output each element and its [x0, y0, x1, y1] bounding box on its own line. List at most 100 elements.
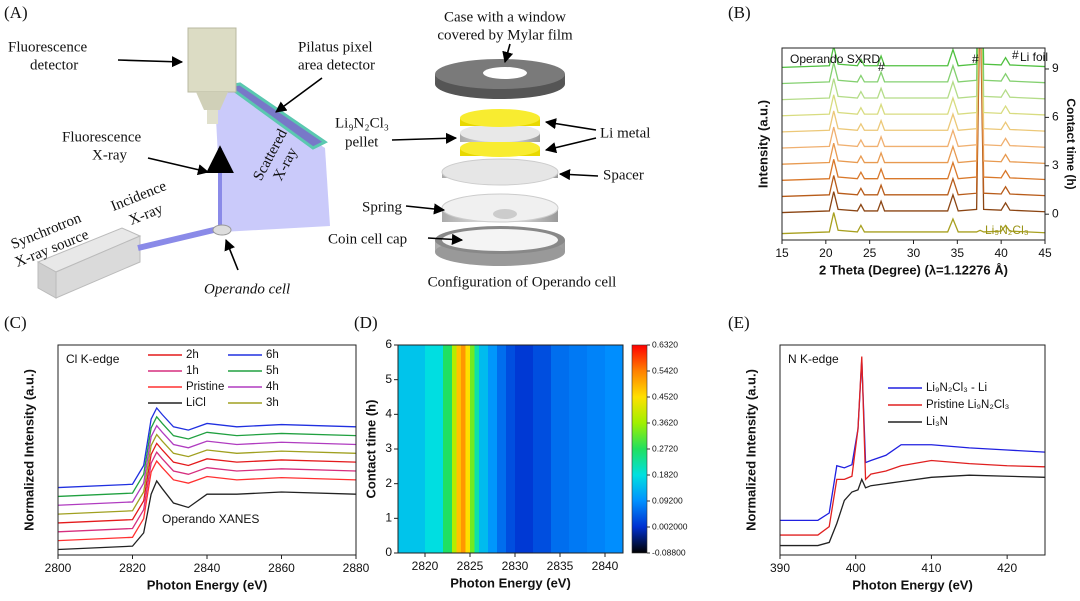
series-line — [58, 459, 356, 542]
annotation: N K-edge — [788, 352, 839, 366]
legend-label: Pristine Li₉N₂Cl₃ — [926, 399, 1010, 411]
x-tick-label: 2825 — [457, 559, 484, 573]
y-tick-label: 6 — [385, 337, 392, 351]
plot-area — [398, 345, 623, 553]
legend-label: 2h — [186, 349, 199, 361]
x-tick-label: 410 — [921, 561, 941, 575]
y-axis-label: Intensity (a.u.) — [755, 100, 770, 188]
legend-label: LiCl — [186, 397, 206, 409]
label: Operando cell — [204, 281, 290, 297]
label: covered by Mylar film — [437, 27, 573, 43]
legend-label: 6h — [266, 349, 279, 361]
series-line — [780, 474, 1045, 547]
heat-cell — [443, 345, 453, 553]
heat-cell — [506, 345, 516, 553]
arrow — [147, 157, 210, 176]
annotation: Li₉N₂Cl₃ — [985, 223, 1029, 237]
label: Spring — [362, 199, 403, 215]
scattered-cone — [215, 88, 330, 232]
legend-label: 1h — [186, 365, 199, 377]
series-line — [780, 356, 1045, 536]
label: Spacer — [603, 167, 644, 183]
label: X-ray — [92, 147, 127, 163]
fluorescence-detector — [187, 27, 237, 93]
incident-beam — [137, 226, 219, 251]
x-axis-label: Photon Energy (eV) — [147, 577, 268, 592]
source-side — [55, 235, 141, 299]
y2-axis-label: Contact time (h) — [1064, 98, 1078, 189]
label: Coin cell cap — [328, 231, 407, 247]
heat-cell — [479, 345, 489, 553]
x-tick-label: 2835 — [547, 559, 574, 573]
arrow — [405, 203, 446, 215]
annotation: Operando SXRD — [790, 52, 880, 66]
series-line — [782, 48, 1045, 214]
annotation: Cl K-edge — [66, 352, 120, 366]
series-line — [782, 48, 1045, 69]
annotation: # — [972, 52, 979, 66]
series-line — [58, 415, 356, 498]
heat-cell — [398, 345, 426, 553]
series-line — [782, 48, 1045, 181]
spring-hole — [493, 209, 517, 219]
series-line — [782, 48, 1045, 117]
colorbar-label: 0.3620 — [652, 417, 678, 427]
li-metal — [460, 139, 540, 157]
label: Case with a window — [444, 9, 566, 25]
y-axis-label: Normalized Intensity (a.u.) — [743, 369, 758, 531]
heat-cell — [533, 345, 552, 553]
y2-tick-label: 3 — [1052, 158, 1059, 172]
series-line — [58, 442, 356, 524]
x-tick-label: 2880 — [343, 561, 370, 575]
y-tick-label: 2 — [385, 476, 392, 490]
series-line — [782, 212, 1045, 235]
series-line — [58, 424, 356, 506]
colorbar-label: 0.09200 — [652, 495, 683, 505]
x-tick-label: 25 — [863, 246, 877, 260]
cap-inner — [442, 229, 558, 251]
y-axis-label: Contact time (h) — [363, 400, 378, 499]
heat-cell — [587, 345, 606, 553]
x-tick-label: 45 — [1038, 246, 1052, 260]
heat-cell — [474, 345, 480, 553]
x-tick-label: 2800 — [45, 561, 72, 575]
heat-cell — [497, 345, 507, 553]
x-tick-label: 35 — [951, 246, 965, 260]
pellet — [460, 124, 540, 142]
plot-area — [782, 48, 1045, 235]
series-line — [782, 48, 1045, 198]
panel-label: (B) — [728, 3, 751, 22]
legend-label: Pristine — [186, 381, 224, 393]
y-tick-label: 5 — [385, 372, 392, 386]
colorbar-label: 0.002000 — [652, 521, 688, 531]
y-tick-label: 3 — [385, 441, 392, 455]
plot-area — [780, 356, 1045, 547]
heat-cell — [425, 345, 444, 553]
colorbar — [631, 344, 648, 554]
series-line — [58, 433, 356, 515]
arrow — [502, 43, 514, 64]
arrow — [224, 238, 239, 271]
arrow — [558, 168, 599, 181]
y2-tick-label: 0 — [1052, 206, 1059, 220]
x-tick-label: 2820 — [412, 559, 439, 573]
colorbar-label: -0.08800 — [652, 547, 686, 557]
y-axis-label: Normalized Intensity (a.u.) — [21, 369, 36, 531]
plot-area — [58, 406, 356, 551]
arrow — [427, 233, 464, 245]
label: Li₉N₂Cl₃ — [335, 115, 389, 131]
y2-tick-label: 6 — [1052, 110, 1059, 124]
heat-cell — [551, 345, 570, 553]
x-tick-label: 420 — [997, 561, 1017, 575]
label: area detector — [298, 57, 375, 73]
x-tick-label: 2820 — [119, 561, 146, 575]
heat-cell — [456, 345, 462, 553]
detector-nose — [196, 92, 228, 110]
heat-cell — [465, 345, 471, 553]
legend-label: Li₃N — [926, 416, 948, 428]
series-line — [58, 451, 356, 533]
label: Li metal — [600, 125, 650, 141]
x-axis-label: Photon Energy (eV) — [450, 575, 571, 590]
arrow — [544, 137, 597, 154]
